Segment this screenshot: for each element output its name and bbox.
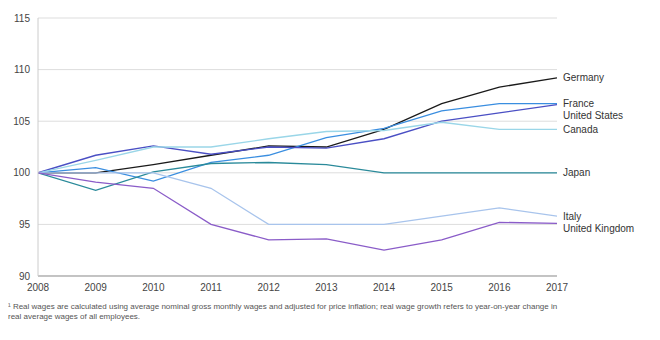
- svg-text:Italy: Italy: [563, 211, 581, 222]
- svg-text:2013: 2013: [315, 282, 338, 293]
- svg-text:Germany: Germany: [563, 72, 604, 83]
- svg-text:2010: 2010: [142, 282, 165, 293]
- svg-text:100: 100: [13, 167, 30, 178]
- svg-text:105: 105: [13, 116, 30, 127]
- svg-text:2014: 2014: [373, 282, 396, 293]
- svg-text:110: 110: [14, 64, 30, 75]
- svg-text:2017: 2017: [546, 282, 569, 293]
- svg-text:Canada: Canada: [563, 124, 598, 135]
- svg-text:2016: 2016: [488, 282, 511, 293]
- svg-text:United States: United States: [563, 110, 623, 121]
- svg-text:2012: 2012: [258, 282, 281, 293]
- svg-text:90: 90: [19, 271, 31, 282]
- svg-text:115: 115: [14, 13, 30, 24]
- svg-text:Japan: Japan: [563, 167, 590, 178]
- svg-text:France: France: [563, 98, 595, 109]
- html-text:¹ Real wages are calculated us: ¹ Real wages are calculated using averag…: [8, 302, 558, 321]
- svg-text:2008: 2008: [27, 282, 50, 293]
- svg-text:2015: 2015: [431, 282, 454, 293]
- svg-text:2009: 2009: [85, 282, 108, 293]
- svg-text:United Kingdom: United Kingdom: [563, 223, 634, 234]
- svg-text:2011: 2011: [200, 282, 222, 293]
- svg-text:95: 95: [19, 219, 31, 230]
